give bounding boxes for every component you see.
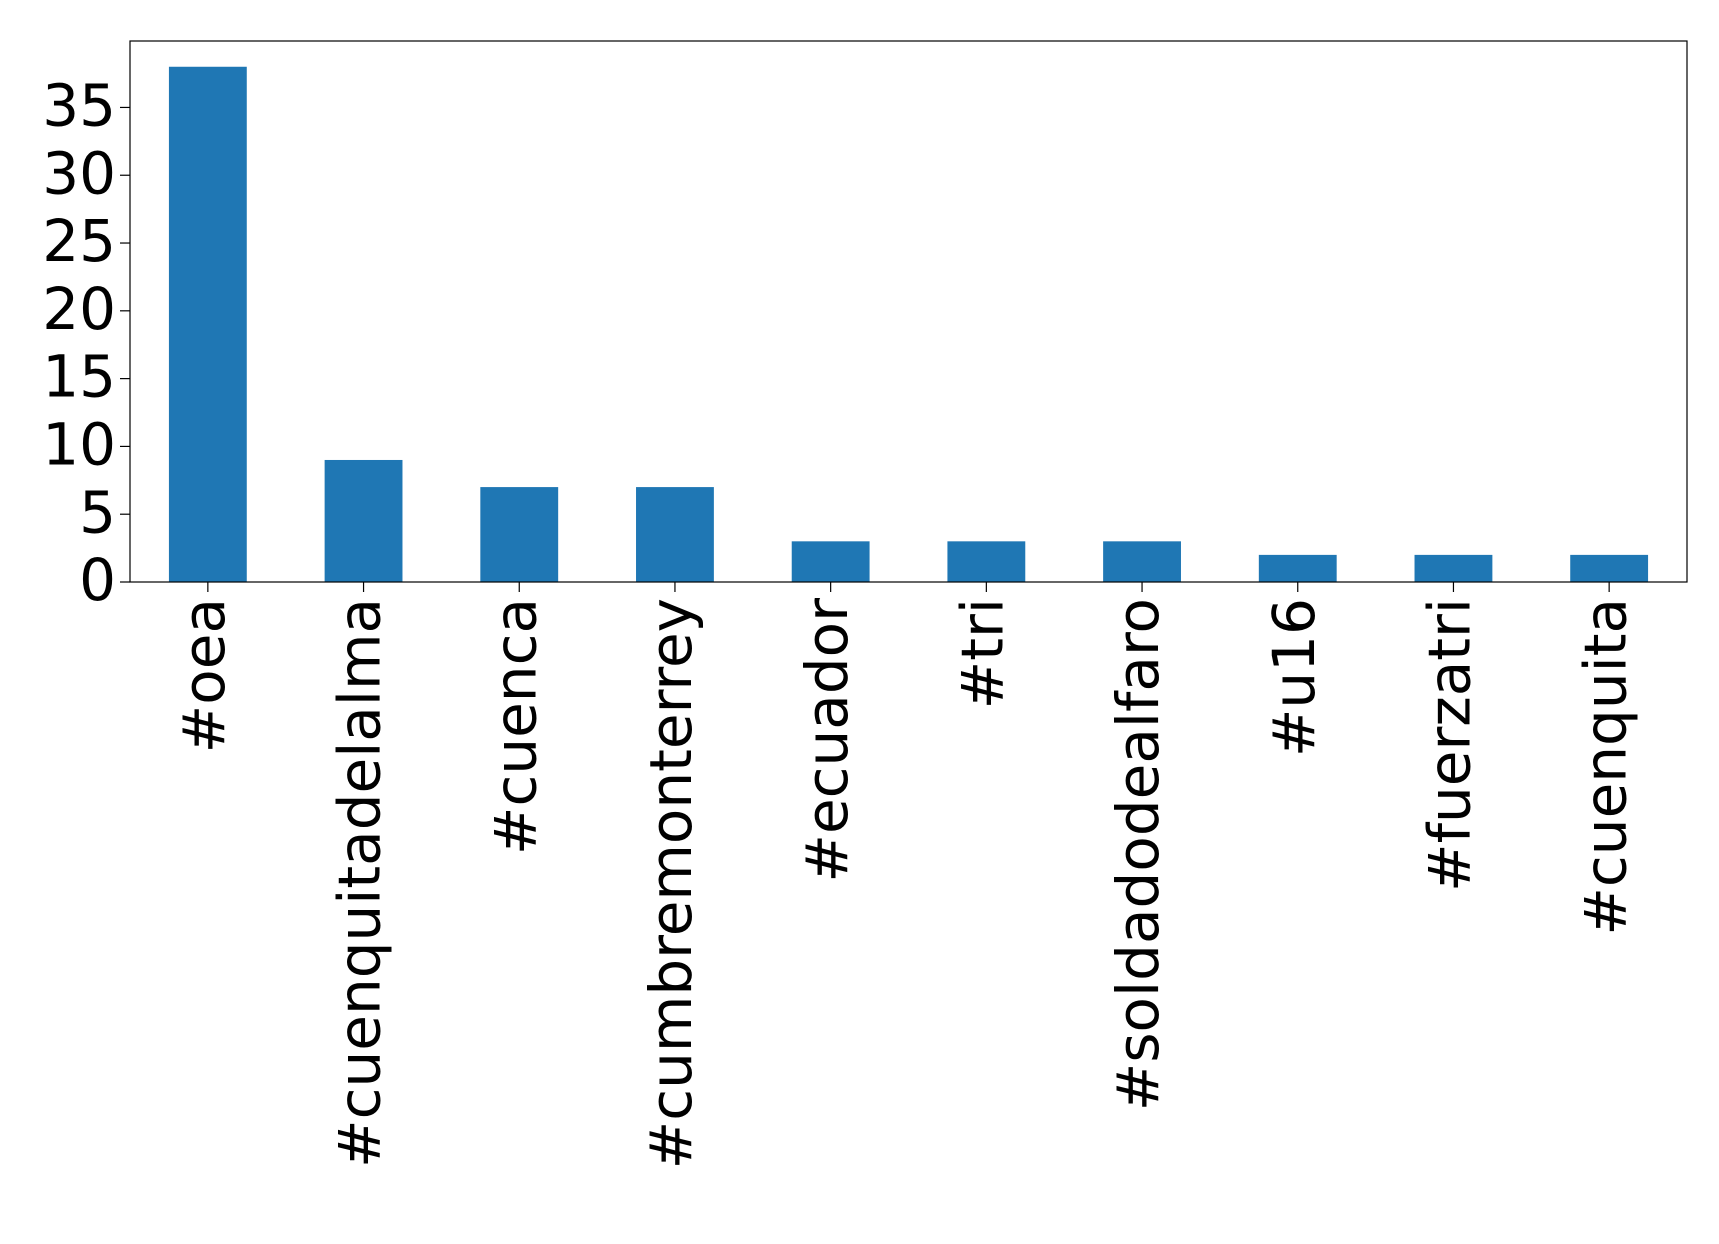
bar <box>324 459 403 582</box>
bar <box>1414 554 1493 582</box>
x-tick-label: #soldadodealfaro <box>1104 598 1172 1111</box>
y-tick-label: 30 <box>42 139 116 207</box>
bar <box>480 487 559 582</box>
bar <box>636 487 714 582</box>
y-tick-label: 0 <box>79 546 116 614</box>
y-tick-label: 35 <box>42 72 116 140</box>
bar <box>1570 554 1649 582</box>
x-tick-label: #cuenquitadelalma <box>326 598 394 1168</box>
x-tick-label: #cuenca <box>481 598 549 855</box>
x-tick-label: #fuerzatri <box>1416 598 1484 892</box>
bar <box>1258 554 1337 582</box>
x-tick-label: #u16 <box>1260 598 1328 757</box>
x-tick-label: #ecuador <box>793 598 861 883</box>
y-tick-label: 5 <box>79 478 116 546</box>
x-tick-label: #cuenquita <box>1571 598 1639 936</box>
y-tick-label: 20 <box>42 275 116 343</box>
axes-frame <box>129 40 1688 583</box>
bar <box>168 66 247 582</box>
bar <box>947 541 1026 582</box>
y-tick-label: 15 <box>42 343 116 411</box>
bar <box>1103 541 1181 582</box>
x-tick-label: #oea <box>170 598 238 753</box>
bar <box>791 541 870 582</box>
x-tick-label: #cumbremonterrey <box>637 598 705 1169</box>
y-tick-label: 25 <box>42 207 116 275</box>
x-tick-label: #tri <box>948 598 1016 709</box>
y-tick-label: 10 <box>42 411 116 479</box>
